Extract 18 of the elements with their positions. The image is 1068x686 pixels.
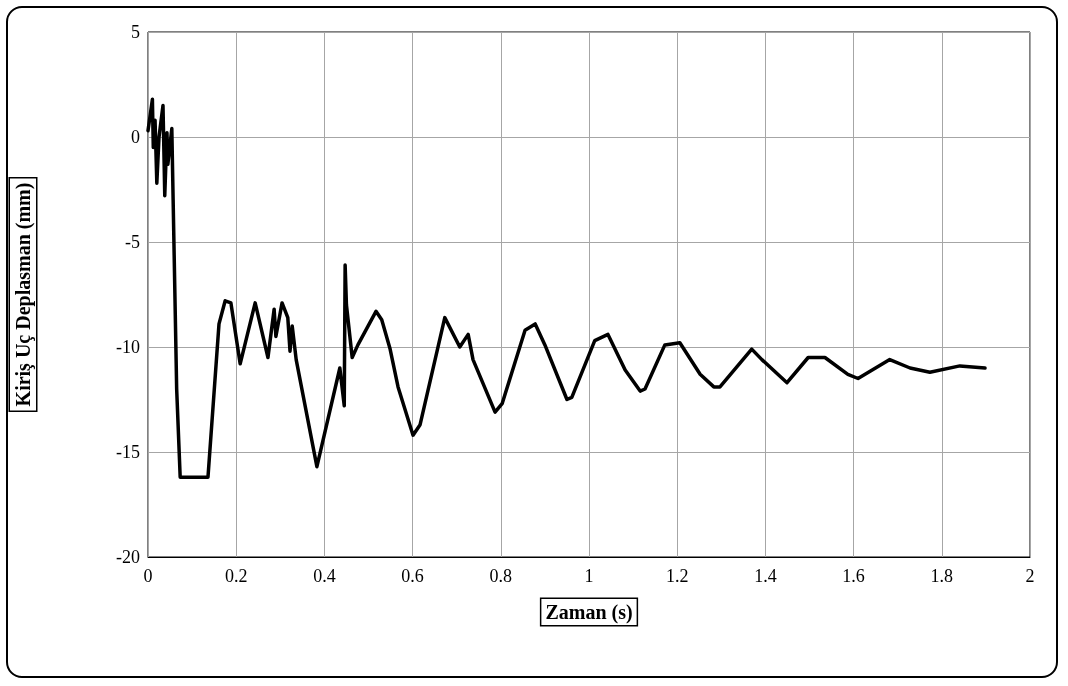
- y-axis-title: Kiriş Uç Deplasman (mm): [12, 182, 35, 407]
- x-tick-label: 1: [584, 566, 594, 586]
- x-tick-label: 0.2: [224, 566, 248, 586]
- x-axis-title: Zaman (s): [545, 601, 633, 624]
- x-tick-label: 2: [1025, 566, 1035, 586]
- y-tick-label: -20: [116, 547, 140, 567]
- x-tick-label: 1.8: [930, 566, 954, 586]
- x-tick-label: 0.8: [489, 566, 513, 586]
- y-tick-label: -15: [116, 442, 140, 462]
- x-tick-label: 1.2: [665, 566, 689, 586]
- x-tick-label: 1.4: [754, 566, 777, 586]
- y-tick-label: 5: [131, 22, 140, 42]
- x-tick-label: 0.4: [313, 566, 336, 586]
- x-tick-label: 0.6: [401, 566, 424, 586]
- y-tick-label: -5: [125, 232, 140, 252]
- x-tick-label: 1.6: [842, 566, 865, 586]
- y-tick-label: 0: [131, 127, 140, 147]
- y-tick-label: -10: [116, 337, 140, 357]
